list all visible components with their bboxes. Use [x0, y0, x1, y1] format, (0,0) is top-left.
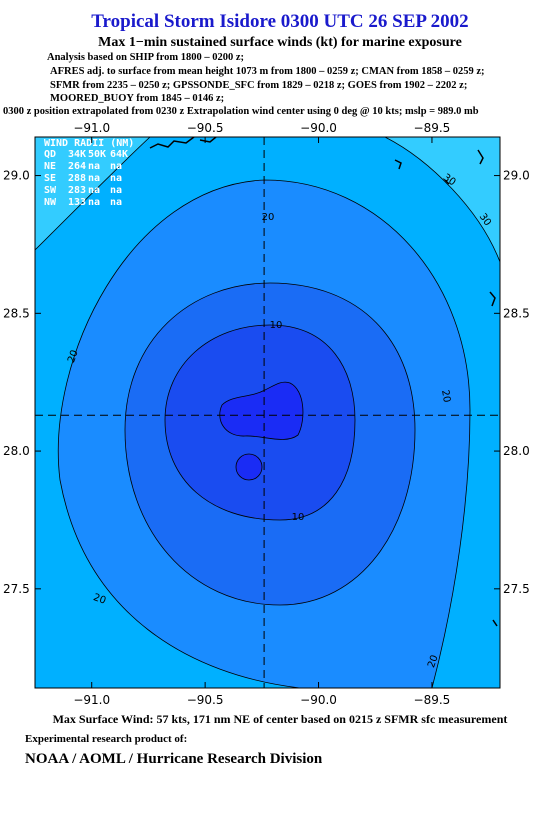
subtitle: Max 1−min sustained surface winds (kt) f… — [98, 35, 462, 50]
note: 0300 z position extrapolated from 0230 z… — [3, 106, 479, 117]
contour-label: 20 — [66, 349, 81, 365]
radii-cell: 133 — [68, 197, 86, 208]
plot — [35, 137, 500, 688]
radii-header: 34K — [68, 149, 86, 160]
radii-cell: na — [110, 161, 122, 172]
radii-cell: SW — [44, 185, 57, 196]
credit: NOAA / AOML / Hurricane Research Divisio… — [25, 751, 323, 767]
title: Tropical Storm Isidore 0300 UTC 26 SEP 2… — [91, 11, 468, 32]
radii-cell: na — [110, 197, 122, 208]
contour-unlabeled — [219, 381, 304, 440]
contour-label: 20 — [92, 592, 108, 607]
contour-label: 20 — [426, 654, 441, 670]
y-tick-label: 29.0 — [3, 169, 30, 183]
note: MOORED_BUOY from 1845 – 0146 z; — [50, 93, 224, 104]
radii-cell: na — [110, 185, 122, 196]
radii-header: QD — [44, 149, 56, 160]
y-tick-label: 27.5 — [3, 582, 30, 596]
contour-label: 10 — [270, 320, 283, 331]
note: SFMR from 2235 – 0250 z; GPSSONDE_SFC fr… — [50, 80, 467, 91]
contour-label: 10 — [292, 512, 305, 523]
y-tick-label: 28.5 — [503, 306, 530, 320]
radii-cell: 264 — [68, 161, 86, 172]
x-tick-label: −89.5 — [414, 693, 451, 707]
radii-cell: NW — [44, 197, 57, 208]
radii-title: WIND RADII (NM) — [44, 138, 134, 149]
x-tick-label: −90.0 — [300, 121, 337, 135]
note: Analysis based on SHIP from 1800 – 0200 … — [47, 52, 244, 63]
contour-unlabeled — [235, 453, 263, 481]
y-tick-label: 27.5 — [503, 582, 530, 596]
contour-label: 20 — [439, 389, 452, 403]
radii-cell: NE — [44, 161, 56, 172]
y-tick-label: 28.5 — [3, 306, 30, 320]
credit-intro: Experimental research product of: — [25, 733, 187, 745]
x-tick-label: −90.5 — [187, 693, 224, 707]
radii-cell: 283 — [68, 185, 86, 196]
radii-header: 64K — [110, 149, 128, 160]
radii-cell: SE — [44, 173, 56, 184]
plot-frame — [34, 136, 501, 689]
radii-cell: na — [88, 161, 100, 172]
x-tick-label: −91.0 — [73, 693, 110, 707]
footer: Max Surface Wind: 57 kts, 171 nm NE of c… — [53, 712, 508, 726]
radii-cell: na — [110, 173, 122, 184]
y-tick-label: 29.0 — [503, 169, 530, 183]
x-tick-label: −91.0 — [73, 121, 110, 135]
x-tick-label: −90.0 — [300, 693, 337, 707]
radii-cell: na — [88, 197, 100, 208]
radii-cell: na — [88, 185, 100, 196]
x-tick-label: −90.5 — [187, 121, 224, 135]
radii-cell: 288 — [68, 173, 86, 184]
y-tick-label: 28.0 — [503, 444, 530, 458]
note: AFRES adj. to surface from mean height 1… — [50, 66, 485, 77]
contour-label: 20 — [262, 212, 275, 223]
radii-header: 50K — [88, 149, 106, 160]
coastline — [149, 137, 498, 627]
y-tick-label: 28.0 — [3, 444, 30, 458]
radii-cell: na — [88, 173, 100, 184]
x-tick-label: −89.5 — [414, 121, 451, 135]
